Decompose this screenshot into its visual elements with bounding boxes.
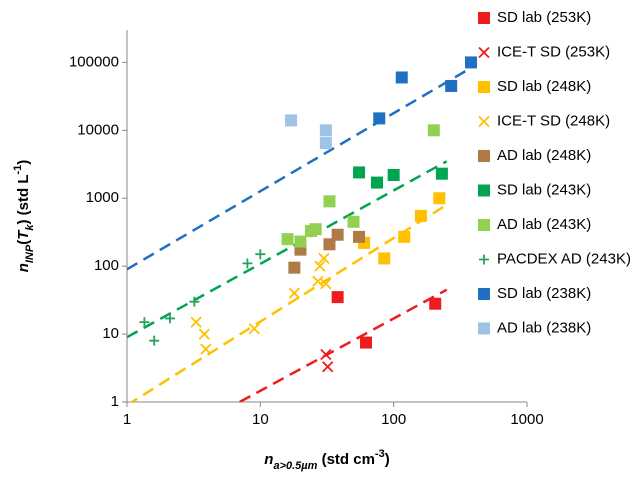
- y-tick-label: 10: [102, 325, 119, 342]
- marker: [464, 56, 477, 69]
- marker: [373, 112, 386, 125]
- marker: [285, 114, 298, 127]
- marker: [294, 235, 307, 248]
- x-tick-label: 10: [252, 411, 269, 428]
- marker: [331, 228, 344, 241]
- legend-label: AD lab (243K): [497, 216, 591, 233]
- legend-label: AD lab (248K): [497, 147, 591, 164]
- legend-label: SD lab (253K): [497, 9, 591, 26]
- legend-label: SD lab (238K): [497, 285, 591, 302]
- y-tick-label: 100000: [69, 53, 119, 70]
- legend-label: PACDEX AD (243K): [497, 250, 631, 267]
- marker: [414, 209, 427, 222]
- legend-label: SD lab (248K): [497, 78, 591, 95]
- marker: [378, 252, 391, 265]
- y-axis-label: nINP(Tk) (std L-1): [12, 160, 36, 273]
- legend-marker: [478, 184, 490, 197]
- legend-marker: [478, 219, 490, 231]
- fit-line: [127, 65, 475, 271]
- marker: [318, 252, 330, 265]
- marker: [433, 192, 446, 205]
- legend-marker: [478, 288, 490, 300]
- legend-marker: [478, 81, 490, 93]
- y-tick-label: 1000: [86, 189, 119, 206]
- marker: [353, 230, 366, 243]
- marker: [371, 176, 384, 189]
- marker: [314, 260, 326, 272]
- marker: [288, 261, 301, 274]
- marker: [347, 215, 360, 228]
- axis-label-part: T: [15, 229, 32, 240]
- marker: [323, 238, 336, 251]
- marker: [353, 166, 366, 179]
- axis-label-part: ): [15, 160, 32, 165]
- marker: [198, 328, 210, 340]
- marker: [320, 278, 332, 290]
- marker: [445, 79, 458, 92]
- marker: [200, 343, 212, 355]
- marker: [288, 287, 301, 299]
- marker: [395, 71, 408, 84]
- marker: [429, 297, 442, 310]
- marker: [322, 361, 334, 373]
- y-tick-label: 10000: [77, 121, 119, 138]
- x-tick-label: 100: [381, 411, 406, 428]
- marker: [149, 335, 160, 346]
- axis-label-part: (: [15, 240, 32, 245]
- legend-marker: [478, 322, 490, 335]
- legend-label: SD lab (243K): [497, 181, 591, 198]
- axis-label-part: a>0.5µm: [273, 460, 317, 472]
- axis-label-part: -3: [375, 448, 385, 460]
- axis-label-part: ) (std L: [15, 174, 32, 224]
- x-tick-label: 1: [123, 411, 131, 428]
- y-tick-label: 1: [111, 393, 119, 410]
- legend-label: ICE-T SD (253K): [497, 43, 610, 60]
- legend-label: AD lab (238K): [497, 319, 591, 336]
- marker: [319, 137, 332, 150]
- marker: [320, 348, 332, 361]
- x-tick-label: 1000: [510, 411, 543, 428]
- axis-label-part: n: [15, 263, 32, 272]
- legend-marker: [479, 254, 489, 265]
- marker: [255, 249, 266, 260]
- axis-label-part: -1: [12, 165, 24, 175]
- marker: [189, 296, 200, 307]
- marker: [312, 275, 324, 287]
- marker: [323, 195, 336, 208]
- marker: [435, 167, 448, 180]
- marker: [164, 313, 175, 324]
- marker: [139, 317, 150, 328]
- axis-label-part: (std cm: [317, 451, 375, 468]
- fit-line: [239, 288, 448, 402]
- legend-marker: [478, 150, 490, 162]
- marker: [281, 233, 294, 246]
- marker: [427, 124, 440, 137]
- marker: [309, 223, 322, 236]
- legend-label: ICE-T SD (248K): [497, 112, 610, 129]
- axis-label-part: ): [385, 451, 390, 468]
- fit-line: [127, 160, 448, 339]
- marker: [242, 258, 253, 269]
- marker: [331, 291, 344, 304]
- axis-label-part: k: [24, 224, 36, 231]
- marker: [248, 323, 260, 335]
- legend-marker: [478, 46, 490, 59]
- marker: [398, 230, 411, 243]
- marker: [359, 336, 372, 349]
- fit-line: [129, 203, 448, 402]
- legend-marker: [478, 115, 490, 128]
- marker: [190, 316, 202, 328]
- axis-label-part: INP: [24, 244, 36, 263]
- x-axis-label: na>0.5µm (std cm-3): [264, 448, 389, 472]
- marker: [387, 168, 400, 181]
- y-tick-label: 100: [94, 257, 119, 274]
- axis-label-part: n: [264, 451, 273, 468]
- marker: [319, 124, 332, 137]
- legend-marker: [478, 12, 490, 24]
